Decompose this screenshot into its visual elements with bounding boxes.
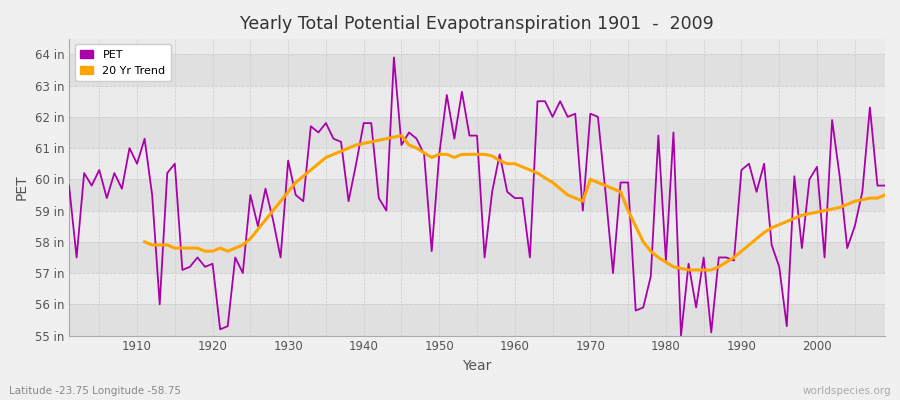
PET [389,55,400,60]
Line: 20 Yr Trend: 20 Yr Trend [145,136,885,270]
Bar [69,304,885,336]
20 Yr Trend [313,161,324,166]
PET [291,192,302,197]
20 Yr Trend [540,175,551,180]
20 Yr Trend [736,249,747,254]
20 Yr Trend [683,268,694,272]
Bar [69,54,885,86]
Bar [69,210,885,242]
20 Yr Trend [140,240,150,244]
20 Yr Trend [365,140,376,144]
Line: PET: PET [69,58,885,336]
20 Yr Trend [336,149,346,154]
PET [124,146,135,150]
20 Yr Trend [879,192,890,197]
Text: Latitude -23.75 Longitude -58.75: Latitude -23.75 Longitude -58.75 [9,386,181,396]
Y-axis label: PET: PET [15,174,29,200]
20 Yr Trend [517,164,527,169]
Bar [69,117,885,148]
PET [64,183,75,188]
20 Yr Trend [396,133,407,138]
Bar [69,23,885,54]
PET [517,196,527,200]
Bar [69,179,885,210]
Legend: PET, 20 Yr Trend: PET, 20 Yr Trend [75,44,171,81]
Text: worldspecies.org: worldspecies.org [803,386,891,396]
Title: Yearly Total Potential Evapotranspiration 1901  -  2009: Yearly Total Potential Evapotranspiratio… [240,15,714,33]
Bar [69,148,885,179]
Bar [69,242,885,273]
PET [336,140,346,144]
Bar [69,86,885,117]
PET [509,196,520,200]
PET [676,333,687,338]
Bar [69,273,885,304]
PET [608,271,618,276]
X-axis label: Year: Year [463,359,491,373]
PET [879,183,890,188]
